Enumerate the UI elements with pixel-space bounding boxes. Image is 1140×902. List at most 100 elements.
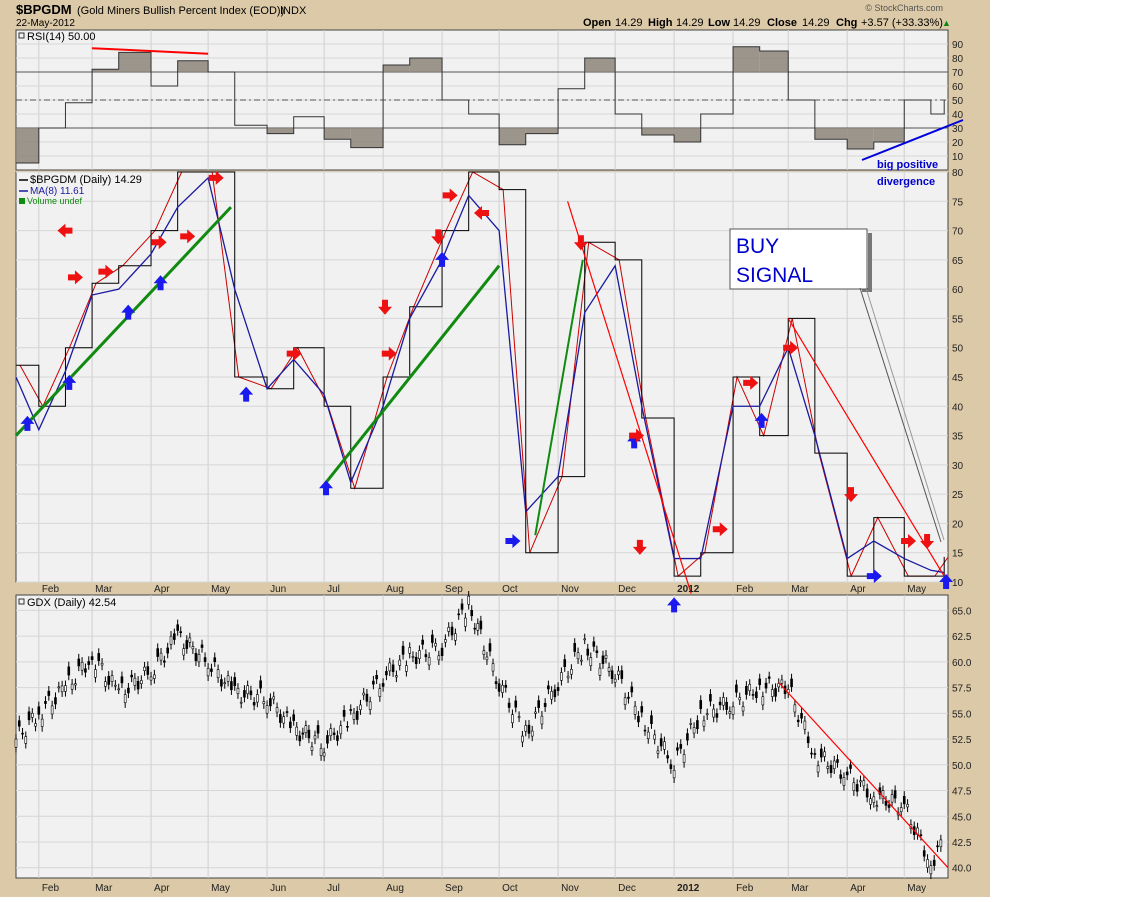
gdx-bar-body (440, 647, 444, 656)
divergence-annotation: big positive divergence (861, 119, 964, 188)
gdx-bar-body (84, 668, 87, 673)
bp-y-tick-label: 75 (952, 197, 964, 208)
gdx-y-tick-label: 65.0 (952, 606, 972, 617)
gdx-bar-body (929, 865, 933, 875)
gdx-bar-body (899, 807, 903, 812)
gdx-bar-body (573, 643, 577, 652)
rsi-overbought-fill (733, 46, 760, 72)
gdx-bar-body (761, 696, 765, 706)
gdx-bar-body (319, 748, 323, 756)
x-axis-label: Apr (850, 883, 866, 894)
gdx-bar-body (421, 639, 424, 645)
gdx-bar-body (751, 694, 755, 696)
symbol-title: $BPGDM (16, 2, 72, 17)
gdx-bar-body (176, 624, 179, 631)
gdx-bar-body (682, 754, 686, 763)
gdx-bar-body (401, 645, 405, 655)
sell-right-arrow (901, 534, 917, 548)
gdx-y-tick-label: 47.5 (952, 787, 972, 798)
gdx-bar-body (839, 774, 843, 779)
gdx-bar-body (464, 617, 467, 627)
x-axis-label: Jun (270, 584, 286, 595)
gdx-y-tick-label: 57.5 (952, 684, 972, 695)
gdx-bar-body (845, 771, 849, 776)
gdx-bar-body (434, 643, 437, 647)
gdx-bar-body (849, 764, 852, 769)
x-axis-label: Oct (502, 883, 518, 894)
gdx-bar-body (692, 727, 696, 734)
gdx-bar-body (316, 725, 320, 734)
gdx-bar-body (556, 687, 560, 691)
gdx-bar-body (153, 674, 156, 679)
gdx-bar-body (130, 674, 133, 678)
gdx-bar-body (326, 735, 329, 744)
index-name: (Gold Miners Bullish Percent Index (EOD)… (77, 5, 284, 17)
gdx-bar-body (893, 790, 897, 799)
gdx-bar-body (285, 711, 289, 713)
bp-legend: $BPGDM (Daily) 14.29 MA(8) 11.61 Volume … (19, 174, 142, 206)
rsi-overbought-fill (759, 51, 789, 72)
gdx-bar-body (712, 708, 715, 718)
gdx-bar-body (454, 633, 457, 641)
rsi-legend: RSI(14) 50.00 (18, 31, 95, 43)
gdx-bar-body (372, 680, 375, 685)
gdx-bar-body (143, 666, 146, 671)
high-value: 14.29 (676, 17, 704, 29)
gdx-bar-body (395, 675, 398, 678)
x-axis-label: Oct (502, 584, 518, 595)
gdx-bar-body (718, 701, 722, 706)
gdx-bar-body (149, 676, 153, 681)
x-axis-label: Feb (42, 883, 60, 894)
gdx-bar-body (94, 669, 97, 678)
gdx-bar-body (362, 692, 365, 696)
gdx-bar-body (336, 735, 339, 741)
gdx-bar-body (476, 623, 480, 631)
gdx-bar-body (566, 675, 570, 679)
buy-signal-line1: BUY (736, 235, 779, 258)
gdx-bar-body (780, 679, 784, 684)
x-axis-label: 2012 (677, 883, 700, 894)
x-axis-label: May (211, 883, 230, 894)
gdx-bar-body (213, 657, 217, 663)
buy-right-arrow (866, 569, 882, 584)
rsi-bearish-divergence-line (92, 47, 209, 55)
gdx-bar-body (310, 746, 314, 751)
gdx-bar-body (249, 690, 253, 696)
gdx-bar-body (829, 765, 833, 773)
gdx-bar-body (640, 706, 644, 713)
gdx-bar-body (166, 647, 169, 654)
gdx-y-tick-label: 40.0 (952, 864, 972, 875)
gdx-bar-body (530, 730, 534, 737)
gdx-bar-body (610, 670, 614, 679)
gdx-bar-body (398, 659, 402, 666)
gdx-bar-body (607, 667, 611, 672)
x-axis-label: Apr (850, 584, 866, 595)
gdx-bar-body (27, 711, 31, 721)
buy-right-arrow (505, 534, 521, 548)
high-label: High (648, 17, 673, 29)
buy-signal-pointer-1 (859, 287, 942, 543)
buy-up-arrow (627, 433, 642, 449)
chart-date: 22-May-2012 (16, 18, 75, 29)
gdx-bar-body (570, 669, 573, 675)
buy-up-arrow (667, 597, 682, 613)
gdx-bar-body (872, 796, 876, 803)
rsi-oversold-fill (350, 128, 384, 148)
rsi-y-tick-label: 70 (952, 68, 964, 79)
gdx-bar-body (104, 681, 107, 687)
gdx-bar-body (163, 660, 166, 663)
sell-right-arrow (442, 188, 458, 203)
rsi-oversold-fill (267, 128, 294, 134)
gdx-bar-body (563, 659, 567, 668)
sell-left-arrow (57, 223, 73, 238)
gdx-bar-body (494, 681, 498, 685)
gdx-bar-body (185, 640, 189, 649)
buy-signal-pointer-2 (865, 287, 945, 541)
gdx-bar-body (47, 690, 51, 696)
gdx-bar-body (820, 748, 823, 758)
gdx-bar-body (884, 800, 888, 806)
x-axis-label: Mar (791, 584, 809, 595)
gdx-bar-body (592, 641, 596, 647)
gdx-bar-body (623, 697, 627, 706)
